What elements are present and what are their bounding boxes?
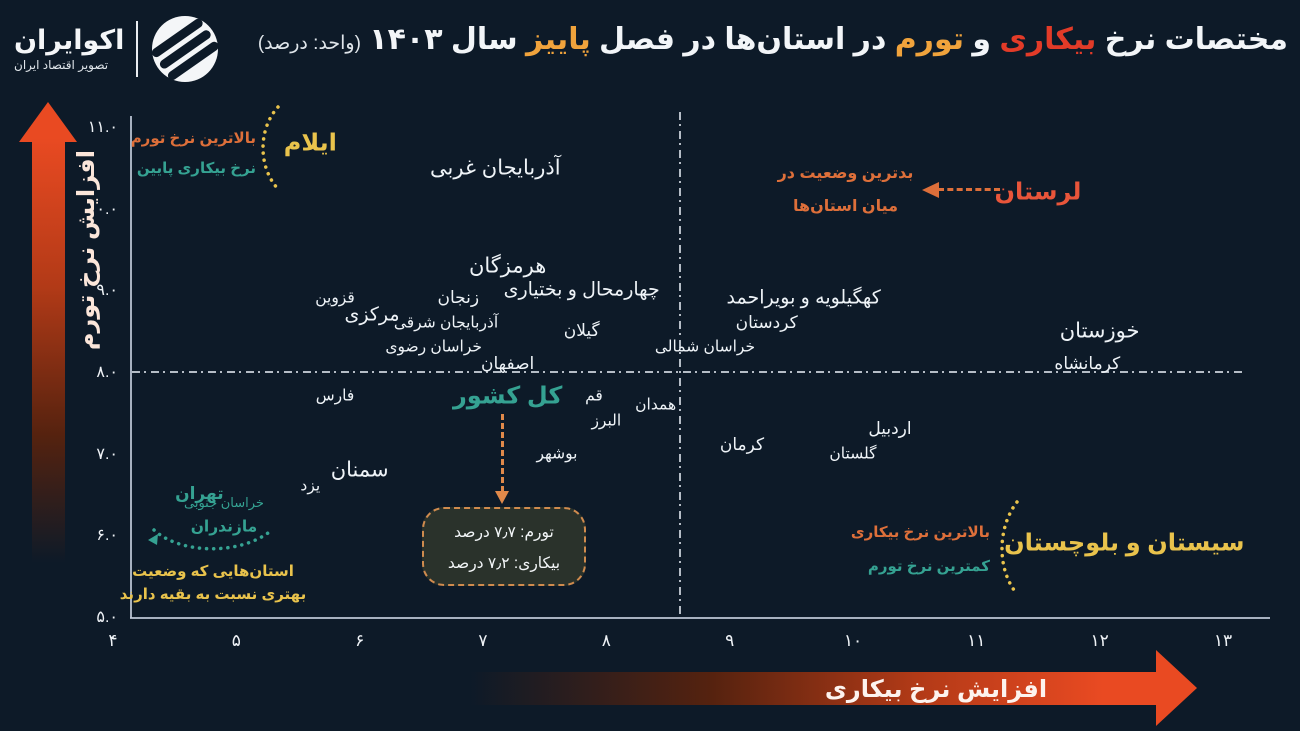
x-tick-label: ۱۳	[1213, 631, 1233, 650]
province-point: زنجان	[437, 288, 480, 308]
ecoiran-logo	[152, 16, 220, 82]
x-tick-label: ۶	[355, 631, 365, 650]
x-tick-label: ۱۰	[843, 631, 863, 650]
x-axis-arrow	[470, 672, 1158, 705]
national-unemployment-value: بیکاری: ۷٫۲ درصد	[447, 555, 561, 572]
x-tick-label: ۱۱	[967, 631, 986, 650]
title-part: بیکاری	[999, 23, 1097, 56]
worst-status-note-line1: بدترین وضعیت در	[777, 165, 914, 182]
x-tick-label: ۹	[725, 631, 735, 650]
province-point: آذربایجان غربی	[430, 156, 561, 180]
x-axis-label: افزایش نرخ بیکاری	[824, 676, 1048, 703]
national-stats-box: تورم: ۷٫۷ درصد بیکاری: ۷٫۲ درصد	[422, 507, 586, 586]
y-axis-arrow-head	[19, 102, 77, 142]
x-tick-label: ۴	[108, 631, 118, 650]
province-point: لرستان	[994, 178, 1082, 206]
province-point: گیلان	[563, 321, 600, 341]
highest-unemployment-note: بالاترین نرخ بیکاری	[850, 524, 990, 541]
y-tick-label: ۱۰.۰	[87, 200, 118, 218]
province-point: خراسان رضوی	[385, 338, 482, 356]
province-point: اصفهان	[481, 353, 535, 373]
x-tick-label: ۷	[478, 631, 488, 650]
province-point: قم	[585, 387, 603, 405]
title-part: سال ۱۴۰۳	[360, 23, 527, 56]
x-tick-label: ۱۲	[1090, 631, 1109, 650]
province-point: سیستان و بلوچستان	[1004, 529, 1245, 557]
better-provinces-curve	[148, 528, 274, 551]
province-point: گلستان	[829, 445, 877, 463]
province-point: چهارمحال و بختیاری	[503, 279, 660, 301]
province-point: خراسان شمالی	[654, 338, 756, 356]
brand: اکوایران تصویر اقتصاد ایران	[14, 14, 220, 84]
y-tick-label: ۸.۰	[96, 363, 118, 381]
brand-name: اکوایران	[14, 24, 125, 55]
province-point: خوزستان	[1059, 319, 1140, 343]
unemployment-reference-line	[679, 112, 681, 618]
title-part: مختصات نرخ	[1096, 23, 1288, 56]
province-point: کهگیلویه و بویراحمد	[726, 287, 881, 309]
y-tick-label: ۶.۰	[96, 527, 118, 545]
worst-status-note-line2: میان استان‌ها	[792, 198, 899, 215]
province-point: همدان	[635, 396, 677, 414]
x-tick-label: ۸	[601, 631, 611, 650]
lorestan-annotation: بدترین وضعیت در میان استان‌ها	[758, 157, 933, 223]
sistan-brace	[1000, 500, 1019, 596]
province-point: سمنان	[330, 458, 389, 482]
highest-inflation-note: بالاترین نرخ تورم	[130, 130, 256, 147]
y-tick-label: ۷.۰	[96, 445, 118, 463]
province-point: بوشهر	[536, 445, 578, 463]
brand-subtitle: تصویر اقتصاد ایران	[14, 58, 109, 73]
province-point: هرمزگان	[468, 254, 547, 278]
x-axis-line	[130, 617, 1270, 619]
low-unemployment-note: نرخ بیکاری پایین	[136, 160, 256, 177]
brand-text: اکوایران تصویر اقتصاد ایران	[14, 24, 125, 73]
lorestan-dashed-line	[938, 188, 1000, 191]
ilam-brace	[261, 105, 280, 191]
x-tick-label: ۵	[231, 631, 241, 650]
title-part: در استان‌ها در فصل	[590, 23, 895, 56]
province-point: کرمان	[719, 435, 765, 455]
national-arrow-head	[495, 491, 509, 504]
lowest-inflation-note: کمترین نرخ تورم	[867, 558, 990, 575]
inflation-8-reference-line	[132, 371, 1244, 373]
province-point: کرمانشاه	[1054, 353, 1121, 373]
province-point: مرکزی	[344, 304, 400, 326]
province-point: قزوین	[315, 289, 355, 307]
better-provinces-line2: بهتری نسبت به بقیه دارند	[119, 586, 307, 603]
title-part: تورم	[894, 23, 965, 56]
better-provinces-line1: استان‌هایی که وضعیت	[132, 563, 294, 580]
better-provinces-annotation: استان‌هایی که وضعیت بهتری نسبت به بقیه د…	[106, 560, 320, 606]
ilam-annotation: بالاترین نرخ تورم نرخ بیکاری پایین	[88, 124, 256, 184]
province-point: فارس	[315, 387, 355, 405]
y-tick-label: ۹.۰	[96, 282, 118, 300]
page-title: مختصات نرخ بیکاری و تورم در استان‌ها در …	[258, 22, 1288, 57]
province-point: مازندران	[190, 518, 258, 536]
province-point: تهران	[175, 484, 224, 504]
x-axis-arrow-head	[1156, 650, 1197, 726]
province-point: ایلام	[283, 129, 337, 157]
title-part: پاییز	[526, 23, 591, 56]
national-dashed-arrow	[501, 414, 504, 492]
y-tick-label: ۵.۰	[96, 609, 118, 626]
title-part: (واحد: درصد)	[257, 33, 361, 54]
brand-divider	[136, 21, 139, 77]
y-axis-label: افزایش نرخ تورم	[73, 150, 100, 351]
province-point: کردستان	[735, 312, 798, 332]
province-point: آذربایجان شرقی	[393, 314, 499, 332]
sistan-annotation: بالاترین نرخ بیکاری کمترین نرخ تورم	[798, 516, 990, 584]
province-point: البرز	[591, 412, 622, 430]
y-axis-arrow	[32, 138, 65, 563]
province-point: خراسان جنوبی	[184, 494, 264, 510]
province-point: اردبیل	[868, 419, 912, 439]
y-axis-line	[130, 116, 132, 618]
province-point: یزد	[300, 477, 321, 495]
title-part: و	[964, 23, 1000, 56]
lorestan-arrow-head	[922, 182, 939, 198]
province-point: کل کشور	[452, 382, 563, 410]
national-inflation-value: تورم: ۷٫۷ درصد	[454, 524, 554, 541]
y-tick-label: ۱۱.۰	[87, 118, 118, 136]
